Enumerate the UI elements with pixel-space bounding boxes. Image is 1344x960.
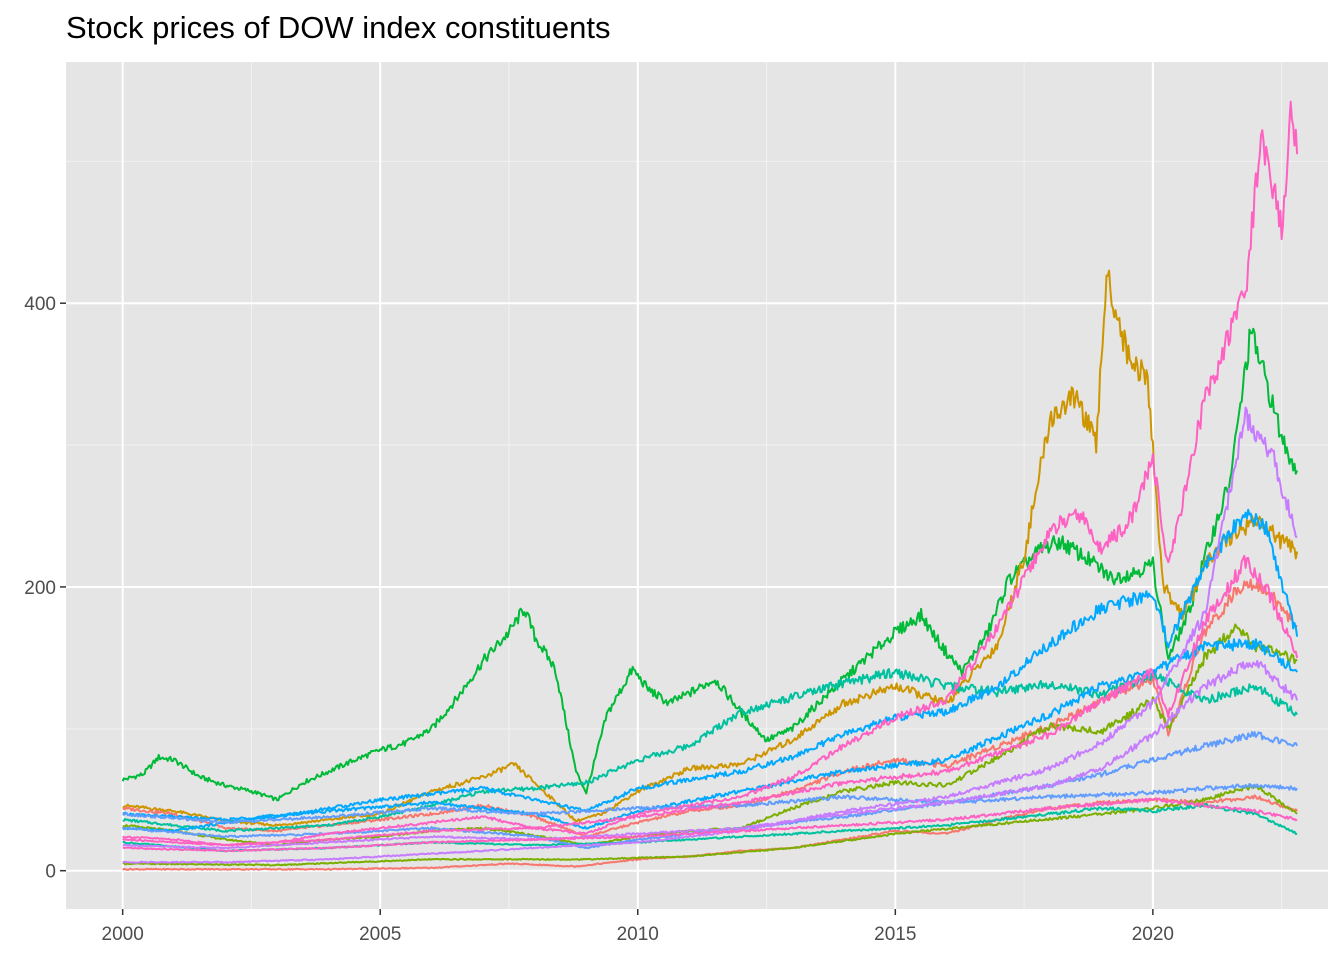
- series-line: [122, 638, 1298, 830]
- y-tick-label: 400: [24, 294, 56, 315]
- series-line: [121, 327, 1299, 802]
- series-line: [122, 406, 1298, 864]
- y-tick-label: 200: [24, 578, 56, 599]
- x-tick-label: 2000: [102, 924, 144, 945]
- x-tick-label: 2020: [1132, 924, 1174, 945]
- series-line: [122, 797, 1298, 853]
- major-gridlines: [66, 62, 1328, 909]
- series-lines: [121, 100, 1299, 871]
- chart-title: Stock prices of DOW index constituents: [66, 10, 611, 45]
- series-line: [122, 668, 1298, 833]
- plot-panel: [66, 62, 1328, 909]
- series-line: [122, 269, 1299, 827]
- series-line: [122, 783, 1298, 867]
- series-line: [122, 659, 1299, 850]
- x-tick-label: 2010: [617, 924, 659, 945]
- y-tick-label: 0: [45, 862, 56, 883]
- series-line: [122, 554, 1299, 847]
- x-tick-label: 2005: [359, 924, 401, 945]
- series-line: [122, 794, 1298, 871]
- x-tick-label: 2015: [874, 924, 916, 945]
- axes: 2000 2005 2010 2015 2020 0 200 400: [24, 294, 1174, 945]
- series-line: [122, 100, 1299, 847]
